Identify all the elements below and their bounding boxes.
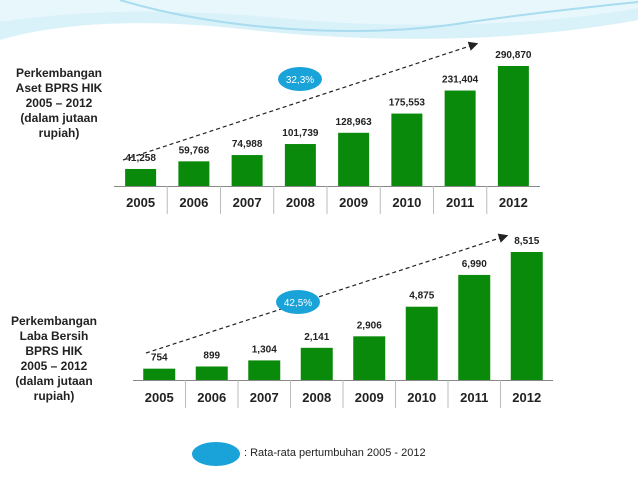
bar bbox=[405, 306, 438, 380]
bar-value-label: 175,553 bbox=[389, 98, 426, 109]
bar bbox=[231, 155, 263, 186]
asset-label-line: Aset BPRS HIK bbox=[15, 81, 103, 95]
legend: : Rata-rata pertumbuhan 2005 - 2012 bbox=[192, 442, 492, 466]
bar bbox=[248, 360, 281, 380]
growth-trend-arrow bbox=[145, 233, 509, 354]
year-tick-label: 2011 bbox=[460, 390, 488, 405]
profit-label-line: (dalam jutaan bbox=[15, 374, 93, 388]
wave-line bbox=[119, 0, 638, 32]
growth-rate-text: 32,3% bbox=[286, 75, 314, 86]
asset-bar-chart: 41,258 2005 59,768 2006 74,988 2007 101,739 200… bbox=[114, 41, 540, 214]
bar bbox=[444, 90, 476, 186]
bar-value-label: 899 bbox=[203, 350, 220, 361]
bar-value-label: 2,906 bbox=[357, 320, 382, 331]
profit-label-line: 2005 – 2012 bbox=[20, 359, 88, 373]
bar-value-label: 1,304 bbox=[252, 344, 277, 355]
bar-value-label: 101,739 bbox=[282, 128, 319, 139]
header-wave bbox=[0, 0, 638, 40]
bar-value-label: 754 bbox=[151, 353, 168, 364]
asset-label-line: 2005 – 2012 bbox=[25, 96, 93, 110]
bar-value-label: 6,990 bbox=[462, 259, 487, 270]
bar-value-label: 231,404 bbox=[442, 75, 479, 86]
profit-bar-chart: 754 2005 899 2006 1,304 2007 2,141 2008 2,906 200… bbox=[133, 233, 553, 408]
legend-text: : Rata-rata pertumbuhan 2005 - 2012 bbox=[244, 447, 426, 459]
growth-rate-badge bbox=[278, 67, 322, 91]
year-tick-label: 2007 bbox=[250, 390, 279, 405]
bar-value-label: 4,875 bbox=[409, 291, 434, 302]
asset-chart-label: Perkembangan Aset BPRS HIK 2005 – 2012 (… bbox=[6, 66, 112, 141]
bar bbox=[195, 366, 228, 380]
bar-value-label: 128,963 bbox=[336, 117, 373, 128]
legend-growth-marker bbox=[192, 442, 240, 466]
year-tick-label: 2008 bbox=[302, 390, 331, 405]
bar bbox=[497, 66, 529, 186]
growth-rate-badge bbox=[276, 290, 320, 314]
profit-label-line: rupiah) bbox=[33, 389, 75, 403]
year-tick-label: 2010 bbox=[407, 390, 436, 405]
growth-trend-arrow bbox=[122, 41, 479, 161]
bar-value-label: 2,141 bbox=[304, 332, 329, 343]
year-tick-label: 2009 bbox=[339, 195, 368, 210]
bar-value-label: 41,258 bbox=[125, 153, 156, 164]
bar bbox=[178, 161, 210, 186]
asset-label-line: (dalam jutaan bbox=[20, 111, 98, 125]
bar bbox=[338, 132, 370, 186]
year-tick-label: 2010 bbox=[392, 195, 421, 210]
year-tick-label: 2006 bbox=[197, 390, 226, 405]
year-tick-label: 2012 bbox=[512, 390, 541, 405]
year-tick-label: 2005 bbox=[145, 390, 174, 405]
bar bbox=[353, 336, 386, 380]
year-tick-label: 2009 bbox=[355, 390, 384, 405]
bar-value-label: 290,870 bbox=[495, 50, 532, 61]
profit-label-line: Perkembangan bbox=[10, 314, 98, 328]
bar-value-label: 59,768 bbox=[179, 145, 210, 156]
year-tick-label: 2012 bbox=[499, 195, 528, 210]
profit-label-line: BPRS HIK bbox=[25, 344, 83, 358]
year-tick-label: 2005 bbox=[126, 195, 155, 210]
bar bbox=[300, 347, 333, 380]
bar-value-label: 8,515 bbox=[514, 236, 539, 247]
year-tick-label: 2008 bbox=[286, 195, 315, 210]
profit-label-line: Laba Bersih bbox=[19, 329, 89, 343]
bar bbox=[125, 168, 157, 186]
bar bbox=[510, 252, 543, 380]
bar bbox=[391, 113, 423, 186]
bar-value-label: 74,988 bbox=[232, 139, 263, 150]
profit-chart-label: Perkembangan Laba Bersih BPRS HIK 2005 –… bbox=[6, 314, 102, 404]
year-tick-label: 2011 bbox=[446, 195, 474, 210]
growth-rate-text: 42,5% bbox=[284, 298, 312, 309]
asset-label-line: rupiah) bbox=[38, 126, 80, 140]
bar bbox=[143, 368, 176, 380]
asset-label-line: Perkembangan bbox=[15, 66, 103, 80]
bar bbox=[458, 274, 491, 380]
wave-shape bbox=[0, 0, 638, 25]
year-tick-label: 2007 bbox=[233, 195, 262, 210]
bar bbox=[284, 144, 316, 186]
year-tick-label: 2006 bbox=[179, 195, 208, 210]
